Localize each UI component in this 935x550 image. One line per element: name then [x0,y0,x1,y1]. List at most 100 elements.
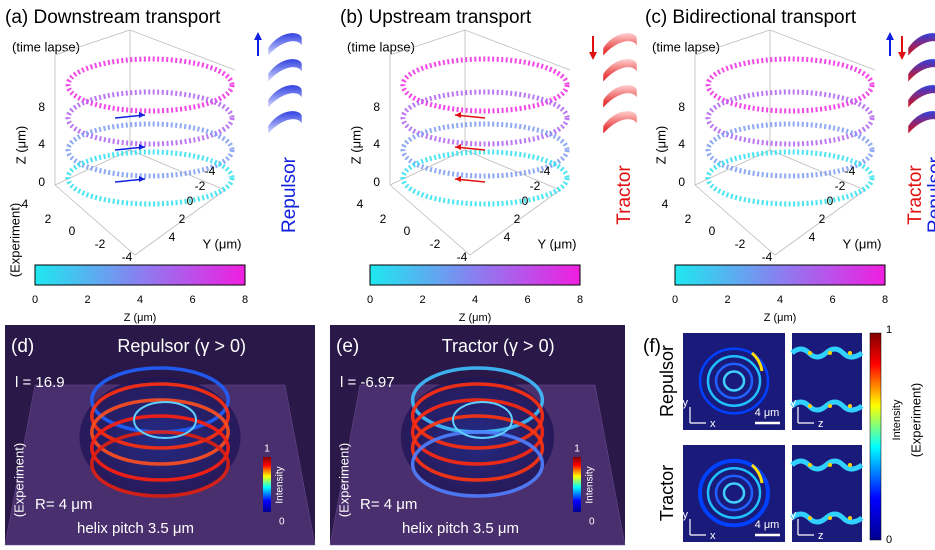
z-tick-label: 0 [678,175,685,189]
panel-label: (d) [11,336,34,357]
colorbar-tick-label: 8 [882,294,888,306]
helix-ring [403,59,567,111]
beam-icon [908,111,935,134]
beam-label: Repulsor [925,156,935,233]
hot-spot [808,351,812,355]
beam-icon [908,33,935,56]
colorbar-tick-label: 2 [84,294,90,306]
hot-spot [828,404,832,408]
colorbar-max: 1 [264,444,270,455]
scale-label: 4 μm [755,519,780,531]
x-tick-label: -4 [122,250,133,264]
y-tick-label: 2 [179,212,186,226]
y-axis-label: Y (μm) [537,236,576,251]
colorbar-note: (Experiment) [908,383,923,457]
x-tick-label: -2 [735,237,746,251]
pitch: helix pitch 3.5 μm [77,520,194,537]
z-axis-label: Z (μm) [348,126,363,165]
hot-spot [828,351,832,355]
beam-icon [603,85,637,108]
label: (a) Downstream transport [5,7,221,28]
axis-label: y [791,509,797,521]
panel-label: (e) [336,336,359,357]
beam-icon [268,33,302,56]
beam-arrow-head [886,32,894,40]
x-tick-label: 0 [709,224,716,238]
colorbar-tick-label: 4 [472,294,478,306]
colorbar-tick-label: 0 [367,294,373,306]
radius: R= 4 μm [35,496,92,513]
x-tick-label: 2 [45,212,52,226]
colorbar [263,457,271,512]
y-tick-label: 0 [522,194,529,208]
colorbar [870,333,881,540]
label: (c) Bidirectional transport [645,7,857,28]
axis-label: x [710,418,716,430]
axis-label: y [683,509,689,521]
hot-spot [808,516,812,520]
beam-label: Tractor [905,165,926,225]
arrow-head [139,144,145,150]
radius: R= 4 μm [360,496,417,513]
side-label: (Experiment) [7,203,22,277]
colorbar [675,265,885,285]
y-tick-label: 0 [827,194,834,208]
hot-spot [848,351,852,355]
axis-label: y [791,397,797,409]
hot-spot [848,463,852,467]
colorbar-label: Z (μm) [459,312,492,324]
y-tick-label: -4 [845,164,856,178]
colorbar-tick-label: 6 [189,294,195,306]
beam-icon [603,33,637,56]
panel-title: Tractor (γ > 0) [442,336,555,356]
colorbar-tick-label: 6 [524,294,530,306]
y-tick-label: -2 [530,179,541,193]
label: (b) Upstream transport [340,7,532,28]
beam-icon [268,85,302,108]
hot-spot [848,404,852,408]
x-tick-label: 0 [404,224,411,238]
hot-spot [828,463,832,467]
side-label: (Experiment) [11,443,26,517]
arrow-head [139,176,145,182]
z-tick-label: 8 [678,100,685,114]
y-tick-label: -2 [195,179,206,193]
beam-icon [908,85,935,108]
beam-icon [268,59,302,82]
helix-ring [68,92,232,144]
beam-arrow-head [589,52,597,60]
figure: (a) Downstream transport(time lapse)048Z… [0,0,935,550]
axis-label: y [683,397,689,409]
panel-title: Repulsor (γ > 0) [117,336,246,356]
hot-spot [848,516,852,520]
label: (time lapse) [347,39,415,54]
x-tick-label: 4 [22,197,29,211]
colorbar-tick-label: 4 [777,294,783,306]
colorbar-tick-label: 0 [672,294,678,306]
colorbar-label: Intensity [585,466,596,503]
x-tick-label: -4 [457,250,468,264]
hot-spot [808,404,812,408]
z-tick-label: 4 [678,137,685,151]
beam-arrow-head [898,52,906,60]
x-tick-label: 2 [685,212,692,226]
side-label: (Experiment) [336,443,351,517]
z-tick-label: 4 [38,137,45,151]
y-tick-label: 4 [504,230,511,244]
helix-ring [708,92,872,144]
colorbar-tick-label: 2 [724,294,730,306]
z-tick-label: 8 [373,100,380,114]
l-value: l = 16.9 [15,374,65,391]
z-tick-label: 4 [373,137,380,151]
axis-label: z [818,418,824,430]
hot-spot [808,463,812,467]
x-tick-label: 4 [662,197,669,211]
beam-arrow-head [254,32,262,40]
colorbar-max: 1 [886,324,892,336]
beam-icon [603,59,637,82]
axis-label: x [710,530,716,542]
x-tick-label: -4 [762,250,773,264]
z-axis-label: Z (μm) [653,126,668,165]
l-value: l = -6.97 [340,374,395,391]
x-tick-label: 0 [69,224,76,238]
